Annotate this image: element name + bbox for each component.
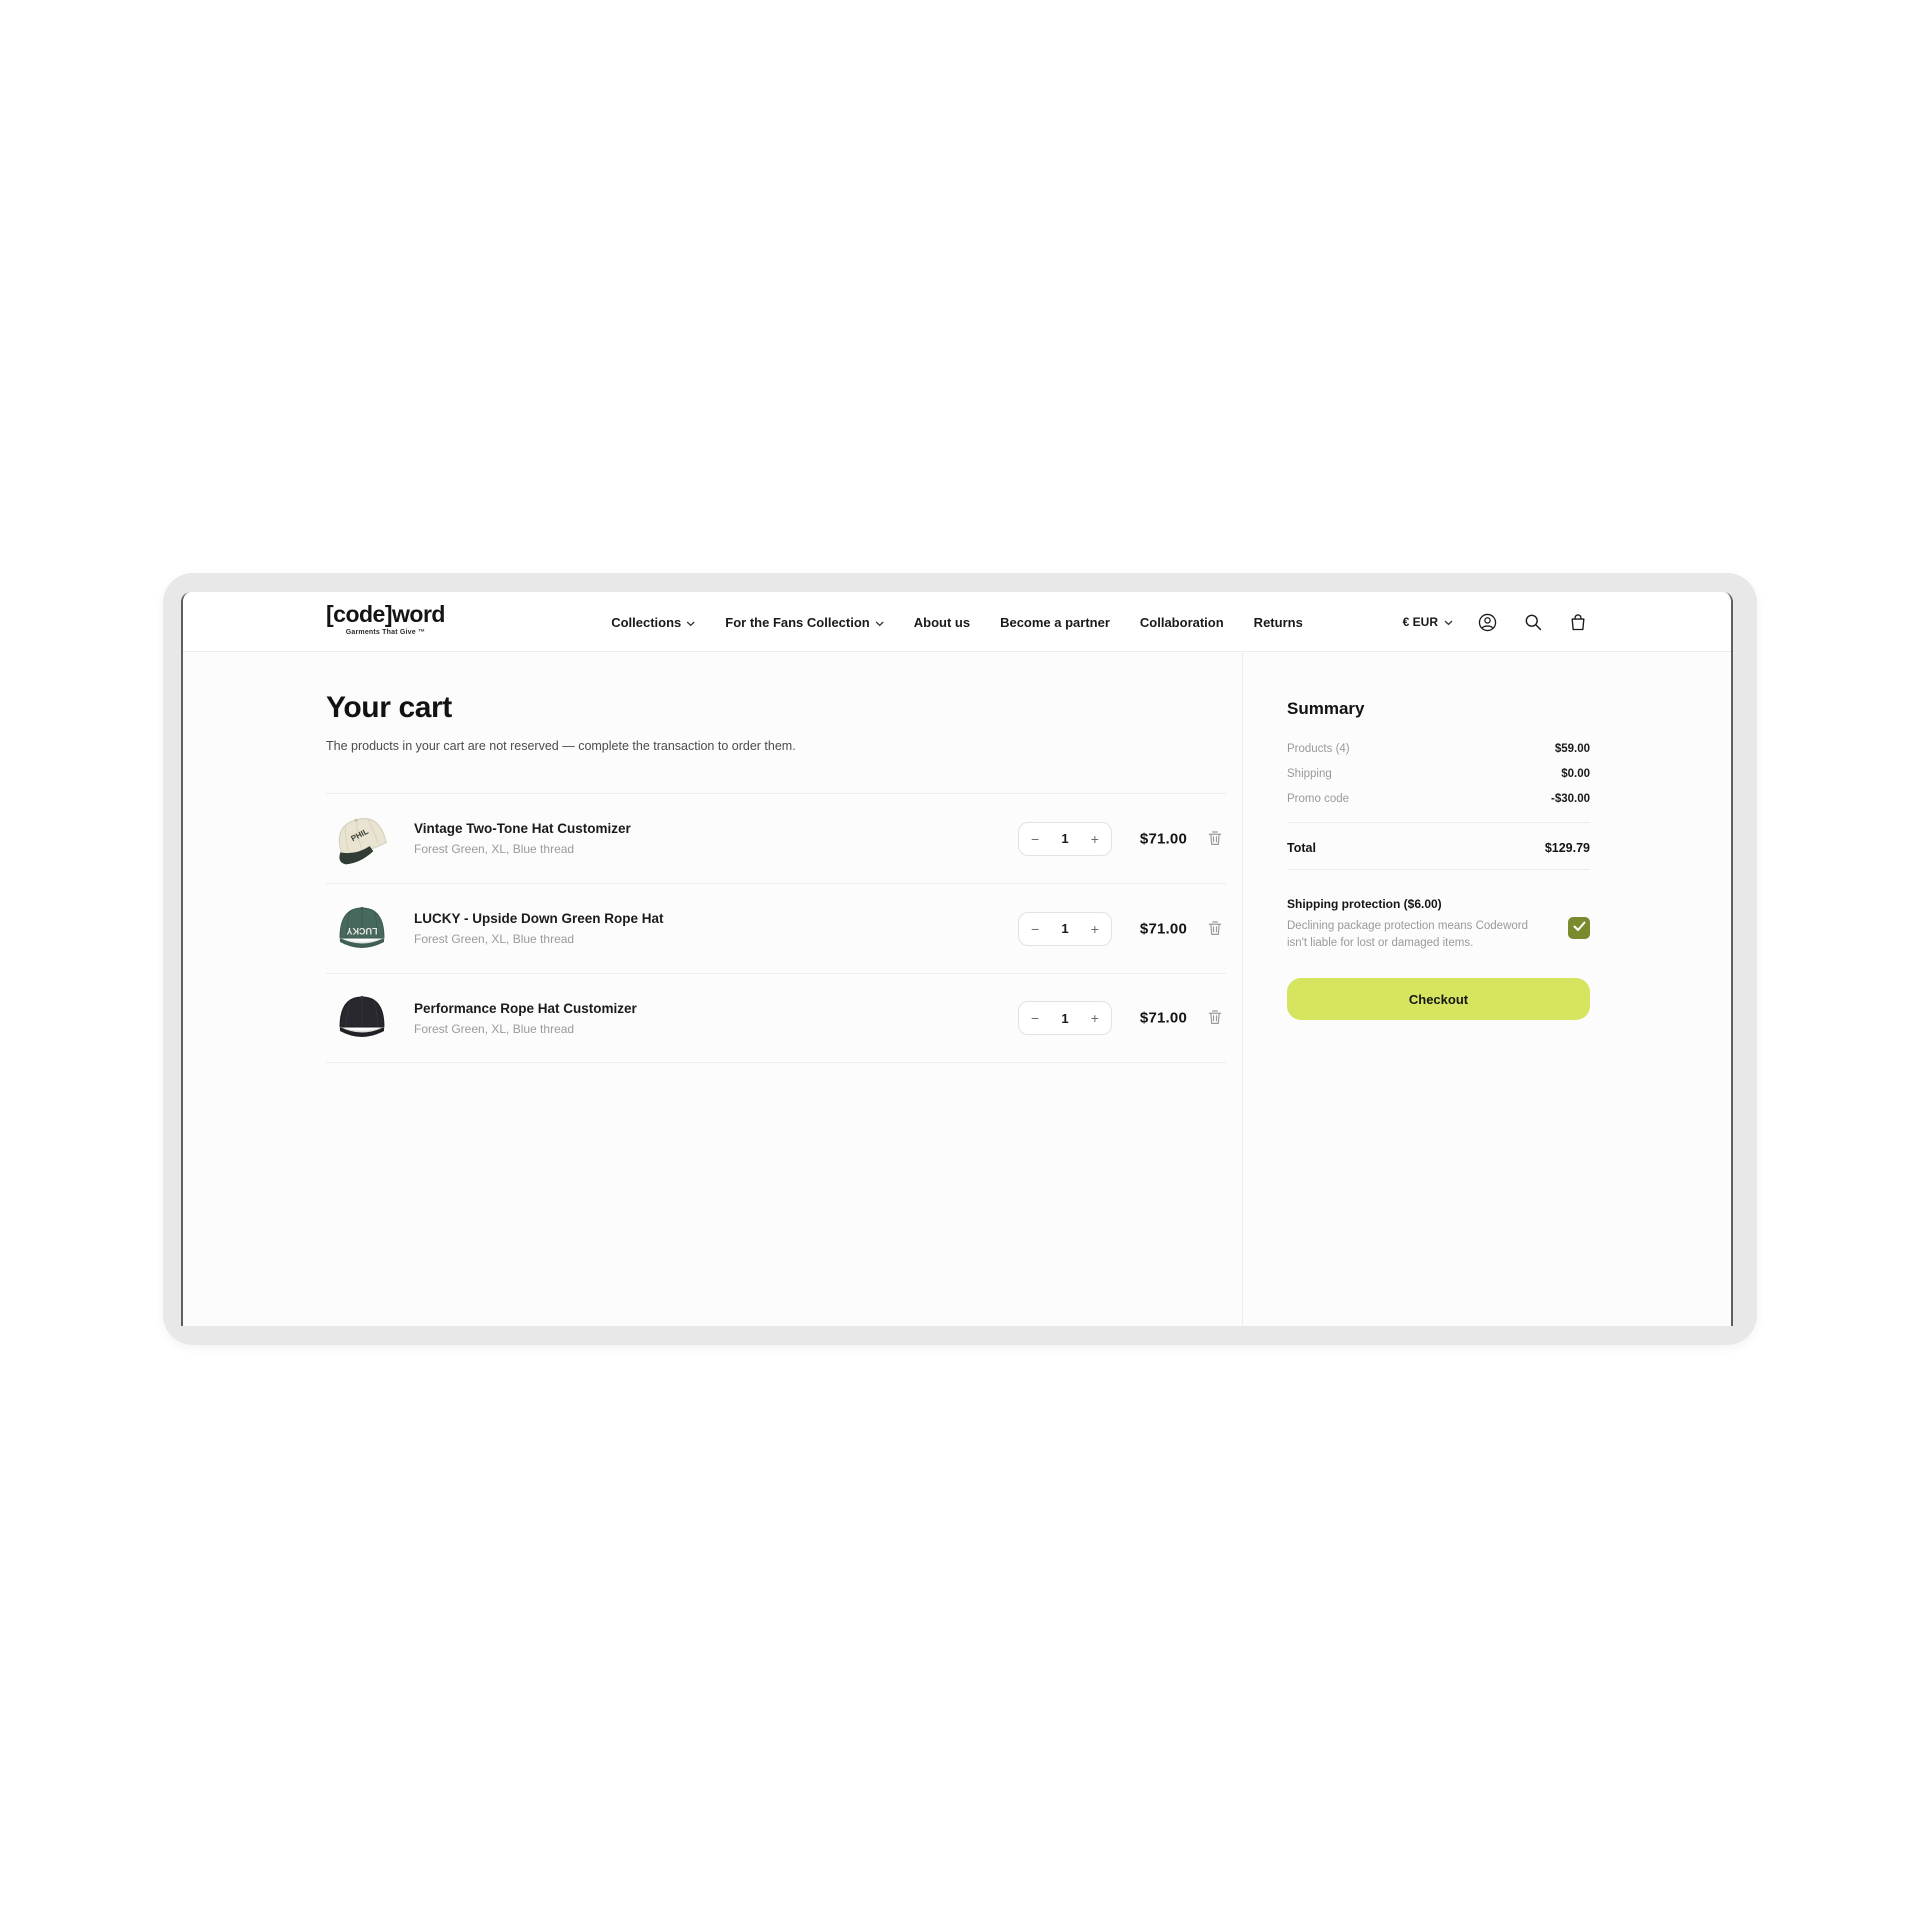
svg-text:LUCKY: LUCKY — [347, 926, 378, 936]
column-divider — [1242, 653, 1243, 1326]
summary-row-label: Products (4) — [1287, 742, 1350, 755]
summary-row-value: -$30.00 — [1550, 792, 1590, 805]
summary-row-promo-code: Promo code -$30.00 — [1287, 786, 1590, 811]
trash-icon[interactable] — [1206, 829, 1226, 849]
quantity-stepper: − 1 + — [1018, 1001, 1112, 1035]
total-value: $129.79 — [1544, 840, 1590, 855]
logo[interactable]: [code]word Garments That Give ™ — [326, 601, 445, 637]
item-name: Vintage Two-Tone Hat Customizer — [414, 821, 631, 836]
shipping-protection-checkbox[interactable] — [1568, 917, 1590, 939]
item-info: Performance Rope Hat Customizer Forest G… — [414, 1001, 637, 1036]
account-icon[interactable] — [1477, 612, 1498, 633]
product-image-vintage-hat[interactable]: PHIL — [330, 807, 394, 871]
summary-rows: Products (4) $59.00 Shipping $0.00 Promo… — [1287, 736, 1590, 811]
item-price: $71.00 — [1139, 1009, 1187, 1027]
shipping-protection: Shipping protection ($6.00) Declining pa… — [1287, 897, 1590, 951]
total-label: Total — [1287, 840, 1316, 855]
quantity-stepper: − 1 + — [1018, 821, 1112, 856]
nav-item-for-the-fans[interactable]: For the Fans Collection — [725, 614, 884, 630]
chevron-down-icon — [686, 615, 695, 630]
item-name: Performance Rope Hat Customizer — [414, 1000, 637, 1016]
quantity-decrease-button[interactable]: − — [1031, 830, 1040, 847]
nav-item-about-us[interactable]: About us — [914, 615, 970, 630]
summary-row-label: Shipping — [1287, 767, 1332, 780]
summary-title: Summary — [1287, 699, 1365, 718]
quantity-increase-button[interactable]: + — [1090, 1010, 1099, 1026]
summary-row-value: $0.00 — [1561, 767, 1590, 780]
header-actions: € EUR — [1403, 592, 1588, 652]
product-image-lucky-hat[interactable]: LUCKY — [330, 897, 394, 961]
shipping-protection-title: Shipping protection ($6.00) — [1287, 897, 1442, 911]
chevron-down-icon — [1444, 615, 1453, 629]
item-price: $71.00 — [1139, 830, 1187, 847]
nav-item-returns[interactable]: Returns — [1254, 615, 1303, 630]
summary-row-shipping: Shipping $0.00 — [1287, 761, 1590, 786]
nav-item-become-a-partner[interactable]: Become a partner — [1000, 615, 1110, 630]
page-viewport: [code]word Garments That Give ™ Collecti… — [181, 592, 1733, 1326]
nav-label: For the Fans Collection — [725, 614, 870, 630]
chevron-down-icon — [875, 615, 884, 630]
bag-icon[interactable] — [1567, 612, 1588, 633]
currency-selector[interactable]: € EUR — [1403, 615, 1453, 629]
nav-label: Collections — [611, 614, 682, 630]
item-variant: Forest Green, XL, Blue thread — [414, 932, 575, 946]
quantity-increase-button[interactable]: + — [1090, 830, 1099, 847]
item-info: Vintage Two-Tone Hat Customizer Forest G… — [414, 821, 631, 856]
main-nav: Collections For the Fans Collection Abou… — [611, 592, 1303, 652]
checkmark-icon — [1573, 919, 1586, 937]
item-variant: Forest Green, XL, Blue thread — [414, 842, 575, 856]
item-name: LUCKY - Upside Down Green Rope Hat — [414, 911, 664, 926]
quantity-decrease-button[interactable]: − — [1031, 1010, 1040, 1026]
quantity-increase-button[interactable]: + — [1090, 920, 1099, 937]
item-price: $71.00 — [1139, 920, 1187, 937]
quantity-stepper: − 1 + — [1018, 911, 1112, 946]
checkout-button[interactable]: Checkout — [1287, 978, 1590, 1020]
cart-subtitle: The products in your cart are not reserv… — [326, 739, 796, 753]
quantity-value: 1 — [1061, 921, 1069, 936]
quantity-decrease-button[interactable]: − — [1031, 920, 1040, 937]
item-info: LUCKY - Upside Down Green Rope Hat Fores… — [414, 911, 664, 946]
page-content: Your cart The products in your cart are … — [183, 653, 1731, 1326]
trash-icon[interactable] — [1206, 919, 1226, 939]
nav-item-collaboration[interactable]: Collaboration — [1140, 615, 1224, 630]
nav-label: Returns — [1253, 614, 1303, 630]
summary-row-label: Promo code — [1287, 792, 1350, 805]
logo-text: [code]word — [326, 601, 445, 627]
search-icon[interactable] — [1522, 612, 1543, 633]
nav-item-collections[interactable]: Collections — [611, 615, 695, 630]
site-header: [code]word Garments That Give ™ Collecti… — [183, 592, 1731, 652]
currency-label: € EUR — [1402, 615, 1438, 629]
summary-total-row: Total $129.79 — [1287, 835, 1590, 860]
summary-divider — [1287, 822, 1590, 823]
nav-label: Collaboration — [1139, 614, 1224, 630]
cart-item-row: LUCKY LUCKY - Upside Down Green Rope Hat… — [326, 883, 1226, 973]
summary-row-products: Products (4) $59.00 — [1287, 736, 1590, 761]
cart-item-row: Performance Rope Hat Customizer Forest G… — [326, 973, 1226, 1063]
product-image-performance-hat[interactable] — [330, 986, 394, 1050]
summary-divider — [1287, 869, 1590, 870]
shipping-protection-description: Declining package protection means Codew… — [1287, 920, 1529, 949]
page-title: Your cart — [326, 691, 452, 724]
item-variant: Forest Green, XL, Blue thread — [414, 1021, 575, 1036]
summary-row-value: $59.00 — [1554, 742, 1590, 755]
nav-label: Become a partner — [1000, 614, 1110, 630]
summary-panel: Summary Products (4) $59.00 Shipping $0.… — [1287, 653, 1590, 1326]
logo-tagline: Garments That Give ™ — [345, 629, 426, 636]
quantity-value: 1 — [1061, 831, 1069, 846]
nav-label: About us — [913, 614, 971, 630]
cart-items-list: PHIL Vintage Two-Tone Hat Customizer For… — [326, 793, 1226, 1063]
cart-item-row: PHIL Vintage Two-Tone Hat Customizer For… — [326, 793, 1226, 883]
browser-frame: [code]word Garments That Give ™ Collecti… — [163, 573, 1757, 1345]
trash-icon[interactable] — [1206, 1008, 1226, 1028]
quantity-value: 1 — [1061, 1010, 1069, 1026]
